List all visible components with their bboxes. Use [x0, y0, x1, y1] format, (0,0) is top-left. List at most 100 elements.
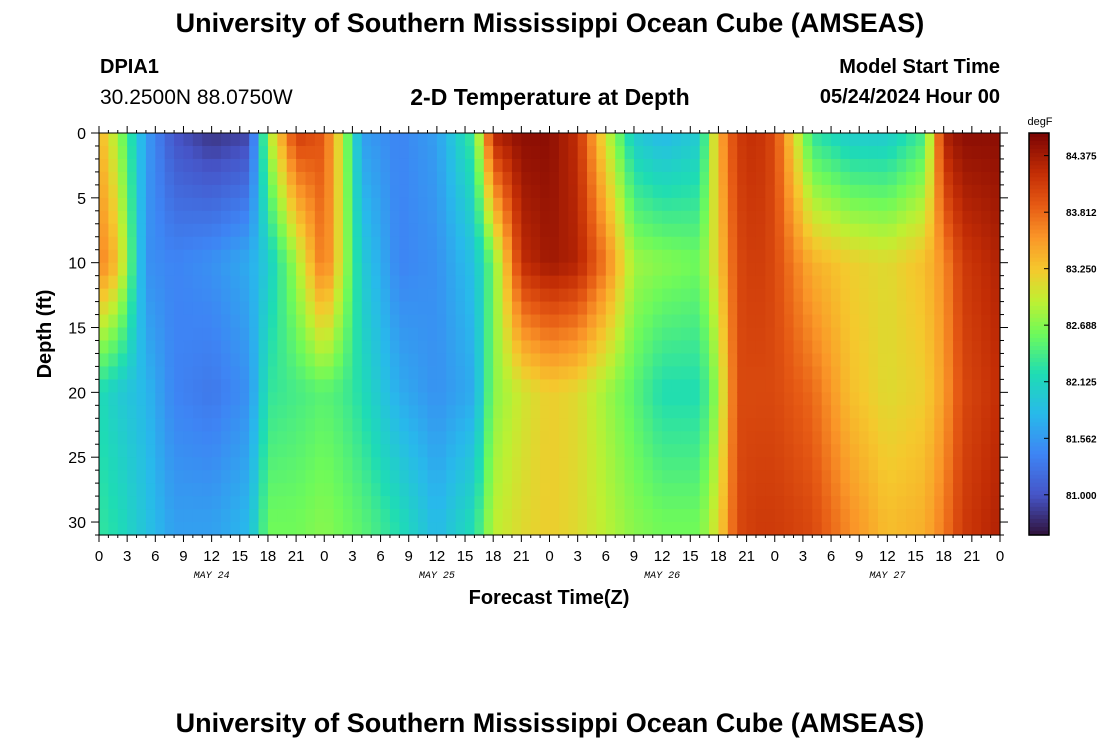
colorbar-segment [1029, 522, 1049, 528]
heatmap-cell [483, 405, 494, 419]
heatmap-cell [568, 197, 579, 212]
heatmap-cell [136, 431, 147, 445]
heatmap-cell [511, 314, 522, 329]
colorbar-segment [1029, 133, 1049, 138]
heatmap-cell [521, 353, 532, 368]
heatmap-cell [455, 249, 466, 264]
heatmap-cell [455, 184, 466, 199]
heatmap-cell [99, 457, 109, 471]
heatmap-cell [192, 392, 203, 406]
heatmap-cell [361, 171, 372, 186]
heatmap-cell [202, 327, 213, 342]
heatmap-cell [371, 171, 382, 186]
heatmap-cell [502, 431, 513, 445]
heatmap-cell [117, 379, 128, 393]
heatmap-cell [934, 327, 945, 342]
heatmap-cell [343, 236, 354, 251]
heatmap-cell [99, 145, 109, 160]
heatmap-cell [455, 340, 466, 355]
heatmap-cell [493, 275, 504, 290]
heatmap-cell [765, 145, 776, 160]
heatmap-cell [352, 145, 363, 160]
heatmap-cell [286, 431, 297, 445]
heatmap-cell [774, 145, 785, 160]
heatmap-cell [709, 184, 720, 199]
heatmap-cell [540, 379, 551, 393]
heatmap-cell [145, 314, 156, 329]
heatmap-cell [652, 145, 663, 160]
heatmap-cell [643, 496, 654, 510]
heatmap-cell [680, 457, 691, 471]
heatmap-cell [221, 509, 231, 523]
heatmap-cell [943, 431, 954, 445]
heatmap-cell [727, 171, 738, 186]
heatmap-cell [502, 444, 513, 458]
heatmap-cell [174, 340, 185, 355]
heatmap-cell [887, 327, 898, 342]
heatmap-cell [746, 223, 757, 238]
heatmap-cell [877, 158, 888, 173]
colorbar-segment [1029, 458, 1049, 464]
heatmap-cell [615, 197, 626, 212]
heatmap-cell [774, 236, 785, 251]
heatmap-cell [840, 366, 851, 380]
heatmap-cell [324, 470, 335, 484]
heatmap-cell [718, 353, 729, 368]
heatmap-cell [558, 327, 569, 342]
heatmap-cell [924, 483, 935, 497]
heatmap-cell [239, 249, 250, 264]
heatmap-cell [549, 353, 560, 368]
heatmap-cell [427, 275, 438, 290]
heatmap-cell [596, 210, 607, 225]
heatmap-cell [887, 223, 898, 238]
heatmap-cell [765, 353, 776, 368]
heatmap-cell [812, 366, 823, 380]
heatmap-cell [690, 405, 701, 419]
heatmap-cell [849, 262, 860, 277]
heatmap-cell [633, 223, 644, 238]
heatmap-cell [502, 340, 513, 355]
heatmap-cell [361, 210, 372, 225]
heatmap-cell [540, 275, 551, 290]
heatmap-cell [568, 522, 579, 536]
heatmap-cell [971, 418, 982, 432]
heatmap-cell [221, 288, 231, 303]
heatmap-cell [849, 327, 860, 342]
heatmap-cell [427, 236, 438, 251]
heatmap-cell [821, 262, 832, 277]
heatmap-cell [502, 171, 513, 186]
heatmap-cell [831, 145, 842, 160]
heatmap-cell [558, 405, 569, 419]
heatmap-cell [408, 314, 419, 329]
heatmap-cell [446, 431, 457, 445]
heatmap-cell [530, 249, 541, 264]
x-tick-label: 0 [996, 548, 1004, 565]
heatmap-cell [305, 496, 316, 510]
heatmap-cell [155, 470, 166, 484]
heatmap-cell [859, 133, 870, 147]
heatmap-cell [343, 145, 354, 160]
heatmap-cell [211, 275, 222, 290]
heatmap-cell [436, 249, 447, 264]
heatmap-cell [633, 379, 644, 393]
heatmap-cell [408, 366, 419, 380]
heatmap-cell [633, 171, 644, 186]
heatmap-cell [877, 249, 888, 264]
heatmap-cell [868, 171, 879, 186]
heatmap-cell [314, 275, 325, 290]
heatmap-cell [380, 275, 391, 290]
heatmap-cell [915, 262, 926, 277]
heatmap-cell [671, 405, 682, 419]
heatmap-cell [192, 457, 203, 471]
heatmap-cell [680, 405, 691, 419]
heatmap-cell [765, 496, 776, 510]
heatmap-cell [333, 509, 344, 523]
heatmap-cell [718, 145, 729, 160]
heatmap-cell [765, 301, 776, 316]
heatmap-cell [633, 288, 644, 303]
heatmap-cell [117, 392, 128, 406]
heatmap-cell [361, 197, 372, 212]
heatmap-cell [511, 392, 522, 406]
heatmap-cell [868, 223, 879, 238]
heatmap-cell [558, 223, 569, 238]
